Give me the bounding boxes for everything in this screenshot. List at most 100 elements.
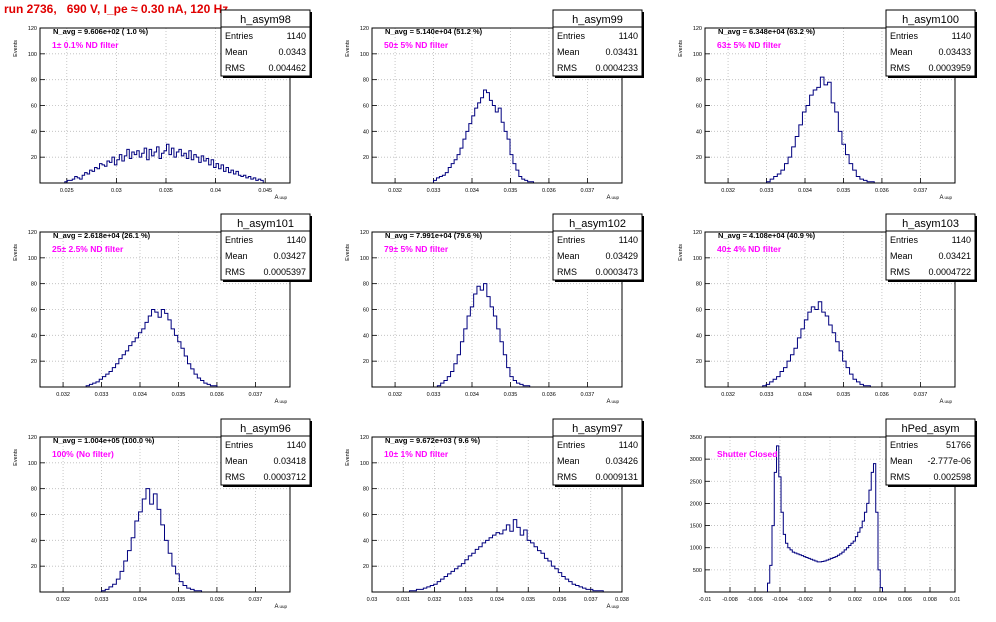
y-axis-label: Events bbox=[678, 40, 684, 57]
n-avg-label: N_avg = 4.108e+04 (40.9 %) bbox=[718, 231, 816, 240]
stats-value: 0.0003959 bbox=[928, 63, 971, 73]
x-tick-label: 0.031 bbox=[396, 597, 410, 603]
x-tick-label: 0.035 bbox=[159, 188, 173, 194]
x-tick-label: -0.006 bbox=[747, 597, 763, 603]
stats-value: 1140 bbox=[619, 440, 638, 450]
panel-h_asym99: 20 40 60 80 100 120 0.032 0.033 0.034 0.035 0.036 0… bbox=[345, 9, 644, 201]
y-tick-label: 60 bbox=[696, 308, 702, 314]
y-tick-label: 100 bbox=[28, 256, 37, 262]
stats-value: 0.004462 bbox=[268, 63, 306, 73]
panel-h_asym96: 20 40 60 80 100 120 0.032 0.033 0.034 0.035 0.036 0… bbox=[13, 418, 312, 610]
y-tick-label: 40 bbox=[31, 129, 37, 135]
stats-label: Entries bbox=[557, 31, 586, 41]
y-tick-label: 500 bbox=[693, 568, 702, 574]
x-axis-label: Auup bbox=[939, 195, 952, 201]
y-tick-label: 80 bbox=[696, 282, 702, 288]
y-tick-label: 100 bbox=[360, 52, 369, 58]
y-tick-label: 1000 bbox=[690, 546, 702, 552]
plot-frame bbox=[704, 27, 956, 184]
y-tick-label: 60 bbox=[363, 513, 369, 519]
y-tick-label: 40 bbox=[31, 333, 37, 339]
x-tick-label: 0.01 bbox=[950, 597, 961, 603]
stats-value: 0.03431 bbox=[605, 47, 638, 57]
x-tick-label: 0.036 bbox=[553, 597, 567, 603]
y-tick-label: 100 bbox=[693, 256, 702, 262]
x-tick-label: -0.002 bbox=[797, 597, 813, 603]
stats-value: 0.0009131 bbox=[595, 472, 638, 482]
stats-box bbox=[552, 9, 643, 77]
y-tick-label: 60 bbox=[31, 308, 37, 314]
y-axis-label: Events bbox=[13, 449, 19, 466]
histogram-line bbox=[767, 445, 883, 592]
histogram-name: h_asym98 bbox=[240, 14, 291, 26]
y-tick-label: 80 bbox=[696, 78, 702, 84]
filter-annotation: 10± 1% ND filter bbox=[384, 449, 449, 459]
plot-frame bbox=[371, 27, 623, 184]
stats-label: RMS bbox=[225, 63, 245, 73]
plot-frame bbox=[704, 436, 956, 593]
y-axis-label: Events bbox=[13, 244, 19, 261]
stats-value: 0.03421 bbox=[938, 251, 971, 261]
stats-label: Entries bbox=[225, 440, 254, 450]
histogram-line bbox=[409, 519, 604, 592]
y-axis-label: Events bbox=[678, 244, 684, 261]
y-tick-label: 20 bbox=[363, 564, 369, 570]
y-tick-label: 40 bbox=[31, 538, 37, 544]
x-tick-label: 0.034 bbox=[798, 392, 812, 398]
histogram-name: h_asym103 bbox=[902, 218, 959, 230]
stats-label: RMS bbox=[225, 472, 245, 482]
stats-box bbox=[885, 213, 976, 281]
y-tick-label: 20 bbox=[363, 155, 369, 161]
x-tick-label: 0.034 bbox=[798, 188, 812, 194]
stats-value: 0.0003473 bbox=[595, 267, 638, 277]
plot-frame bbox=[39, 27, 291, 184]
x-tick-label: 0.035 bbox=[837, 188, 851, 194]
x-tick-label: 0.036 bbox=[210, 597, 224, 603]
y-tick-label: 120 bbox=[693, 26, 702, 32]
stats-value: 1140 bbox=[952, 31, 971, 41]
y-axis-label: Events bbox=[345, 244, 351, 261]
stats-label: RMS bbox=[890, 267, 910, 277]
stats-value: 0.03429 bbox=[605, 251, 638, 261]
stats-label: RMS bbox=[557, 63, 577, 73]
x-tick-label: -0.008 bbox=[722, 597, 738, 603]
stats-value: 0.002598 bbox=[933, 472, 971, 482]
x-tick-label: 0.037 bbox=[581, 392, 595, 398]
stats-value: 51766 bbox=[946, 440, 971, 450]
histogram-name: h_asym102 bbox=[569, 218, 626, 230]
filter-annotation: 100% (No filter) bbox=[52, 449, 114, 459]
histogram-line bbox=[436, 283, 531, 387]
x-tick-label: 0.034 bbox=[133, 392, 147, 398]
stats-label: Mean bbox=[557, 456, 580, 466]
stats-box bbox=[885, 418, 976, 486]
n-avg-label: N_avg = 1.004e+05 (100.0 %) bbox=[53, 436, 155, 445]
y-tick-label: 120 bbox=[28, 26, 37, 32]
x-tick-label: 0.036 bbox=[875, 188, 889, 194]
stats-label: Entries bbox=[890, 235, 919, 245]
stats-label: Entries bbox=[225, 31, 254, 41]
x-tick-label: 0.025 bbox=[60, 188, 74, 194]
filter-annotation: 63± 5% ND filter bbox=[717, 40, 782, 50]
histogram-line bbox=[433, 89, 535, 183]
y-tick-label: 120 bbox=[360, 435, 369, 441]
stats-label: RMS bbox=[557, 472, 577, 482]
histogram-name: h_asym96 bbox=[240, 423, 291, 435]
filter-annotation: 25± 2.5% ND filter bbox=[52, 244, 124, 254]
y-tick-label: 20 bbox=[31, 564, 37, 570]
x-tick-label: 0.035 bbox=[521, 597, 535, 603]
n-avg-label: N_avg = 2.618e+04 (26.1 %) bbox=[53, 231, 151, 240]
stats-label: RMS bbox=[557, 267, 577, 277]
x-tick-label: 0.002 bbox=[848, 597, 862, 603]
stats-label: Entries bbox=[557, 440, 586, 450]
y-tick-label: 120 bbox=[360, 230, 369, 236]
stats-label: Mean bbox=[225, 251, 248, 261]
stats-value: 0.0004722 bbox=[928, 267, 971, 277]
x-tick-label: 0.032 bbox=[388, 392, 402, 398]
x-axis-label: Auup bbox=[939, 399, 952, 405]
plot-frame bbox=[704, 231, 956, 388]
x-tick-label: 0.033 bbox=[427, 188, 441, 194]
x-tick-label: 0.033 bbox=[760, 392, 774, 398]
y-tick-label: 80 bbox=[31, 78, 37, 84]
x-tick-label: 0.033 bbox=[760, 188, 774, 194]
